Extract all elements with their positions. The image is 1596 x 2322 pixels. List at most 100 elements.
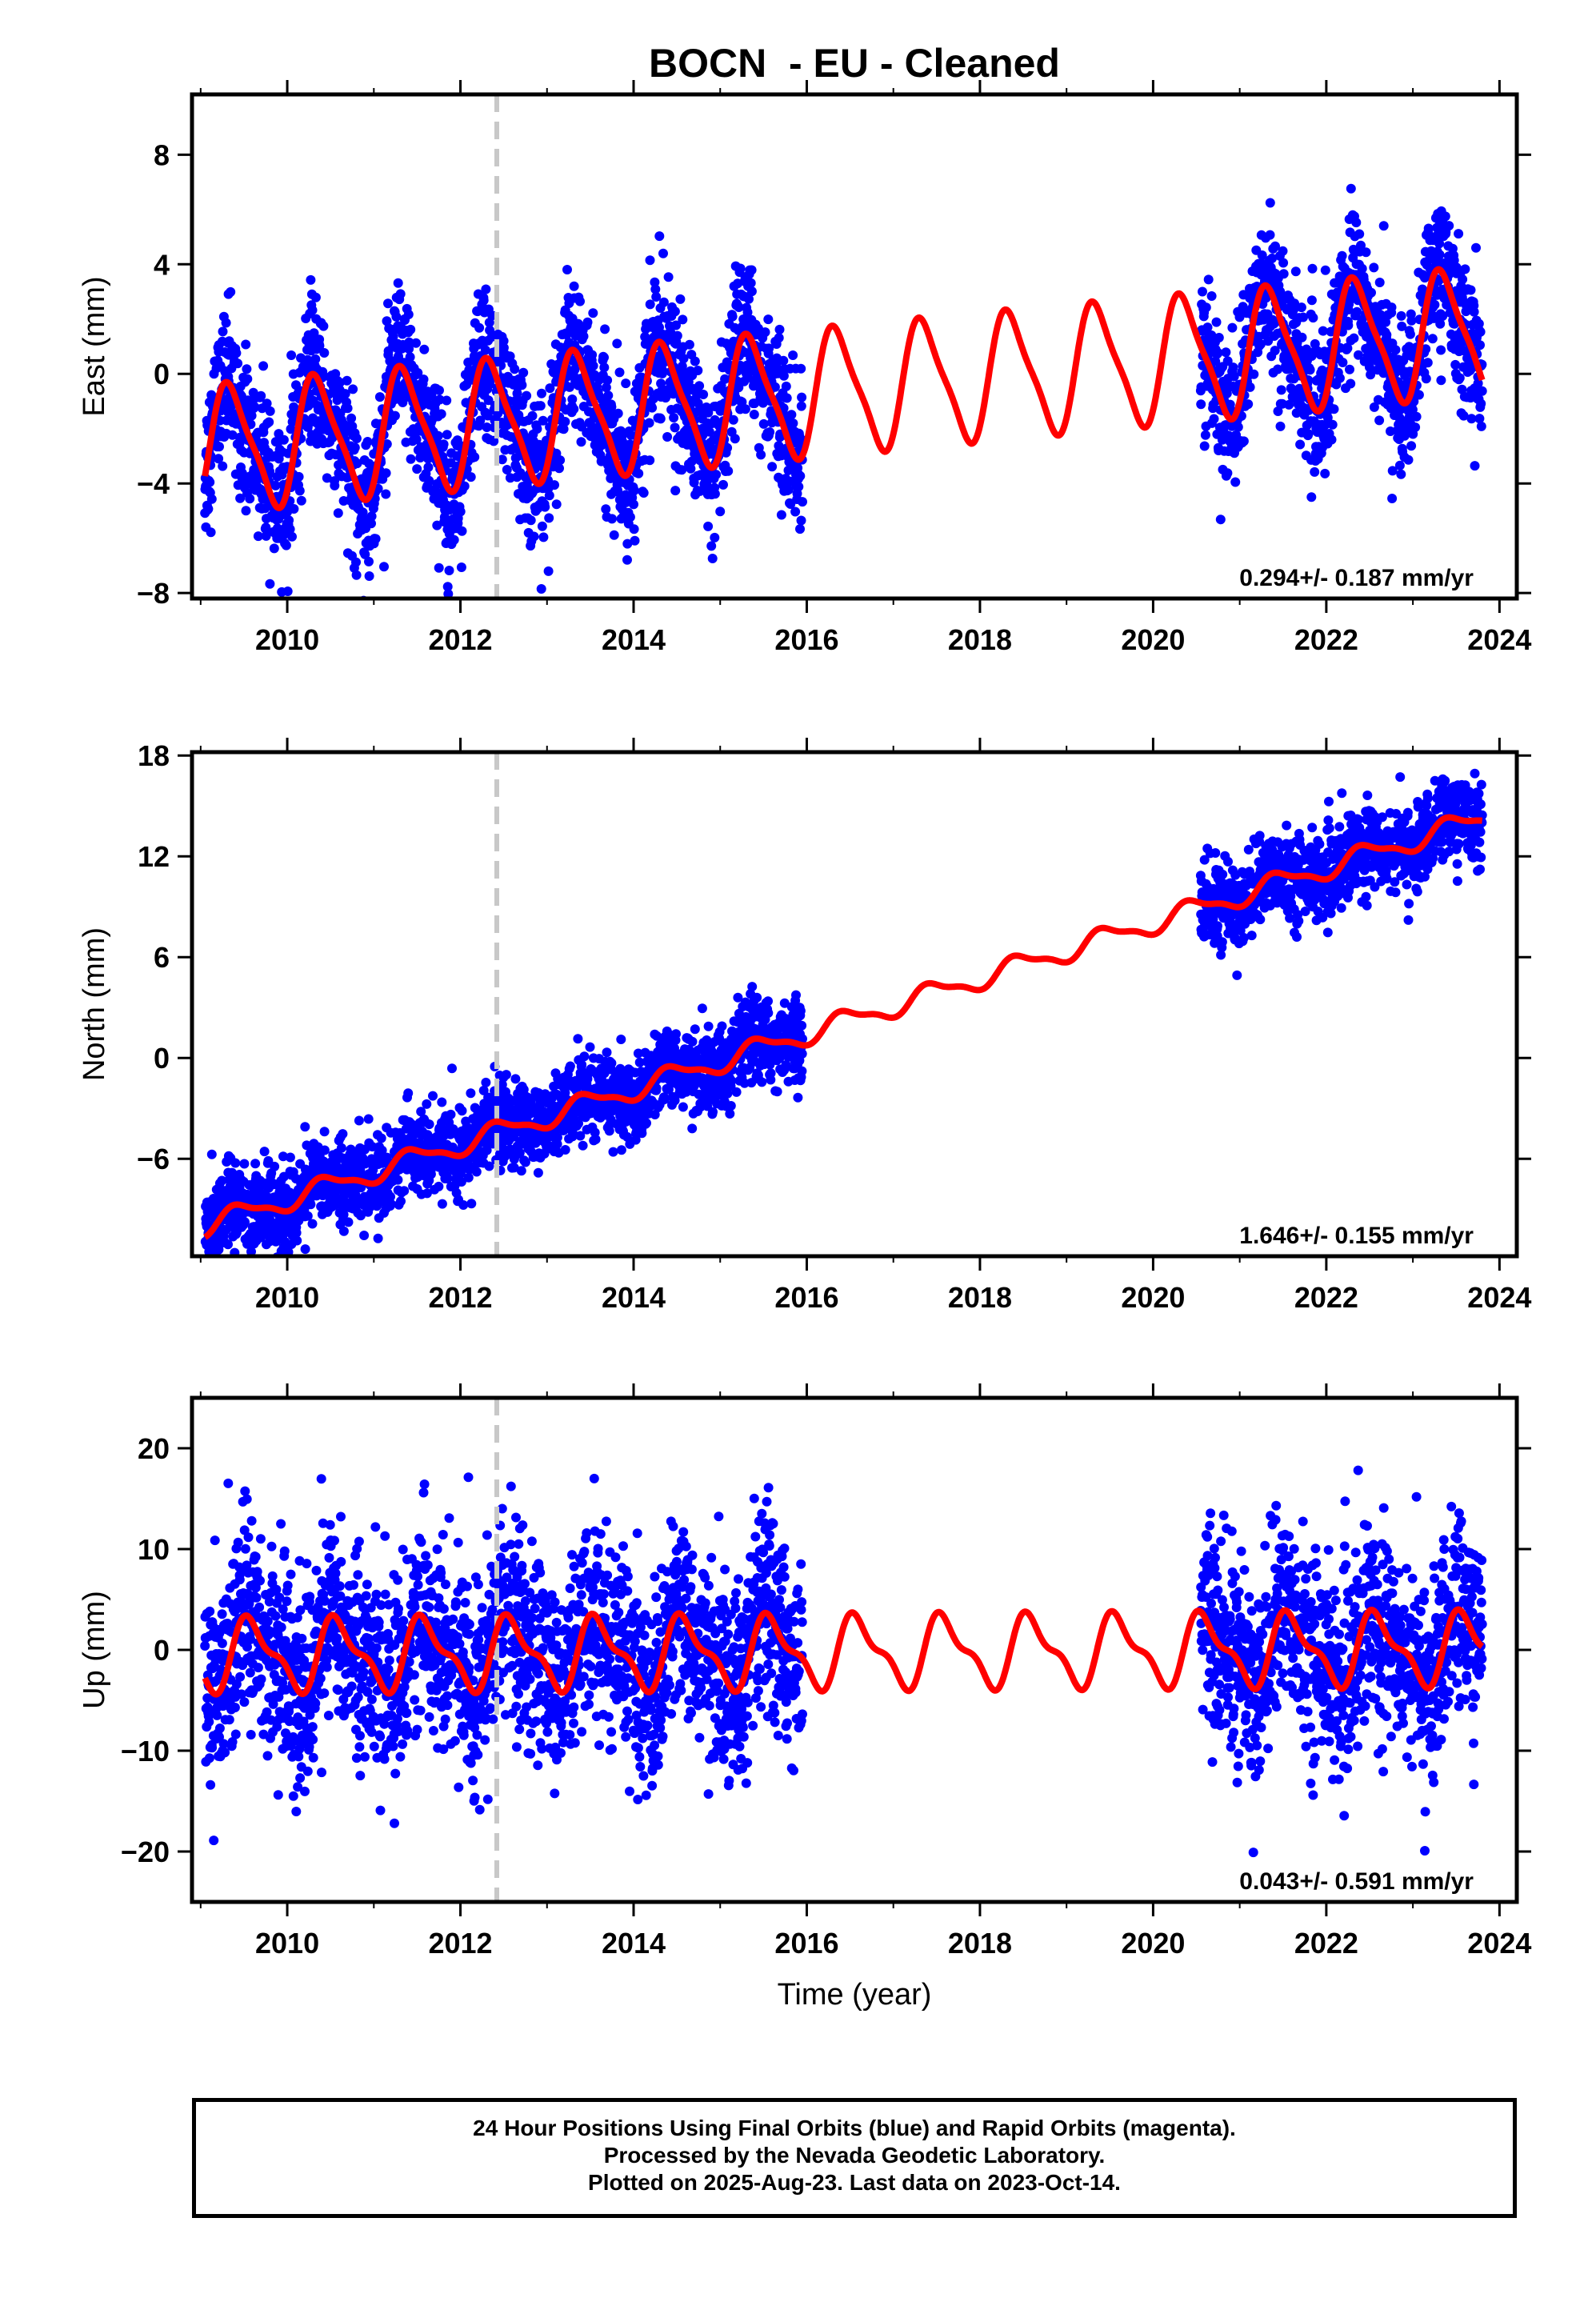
data-point [396, 1196, 406, 1207]
data-point [1275, 421, 1286, 431]
data-point [224, 350, 234, 360]
data-point [1406, 315, 1417, 326]
data-point [1196, 399, 1206, 410]
y-tick-label: 4 [154, 248, 170, 281]
data-point [790, 506, 801, 517]
data-point [786, 410, 797, 420]
data-point [1475, 340, 1485, 350]
data-point [764, 343, 774, 354]
data-point [1440, 211, 1450, 222]
data-point [555, 455, 566, 466]
data-point [704, 426, 714, 437]
data-point [1394, 460, 1405, 470]
data-point [314, 341, 325, 351]
data-point [537, 388, 546, 398]
data-point [1273, 406, 1283, 416]
data-point [756, 450, 766, 460]
data-point [672, 330, 682, 341]
data-point [292, 1235, 302, 1246]
data-point [1405, 329, 1415, 339]
data-point [310, 354, 321, 364]
data-point [447, 1063, 457, 1074]
data-point [1199, 441, 1210, 451]
data-point [670, 422, 680, 433]
data-point [1374, 278, 1385, 287]
y-tick-label: −4 [137, 467, 170, 500]
data-point [706, 541, 717, 551]
data-point [670, 306, 680, 317]
data-point [333, 508, 343, 518]
data-point [1469, 306, 1479, 317]
data-point [758, 418, 769, 429]
data-point [746, 286, 757, 297]
y-tick-label: 0 [154, 358, 170, 390]
data-point [330, 480, 340, 490]
data-point [797, 392, 807, 402]
data-point [497, 454, 507, 465]
y-axis-label: East (mm) [78, 276, 111, 416]
data-point [457, 526, 467, 536]
data-point [560, 1145, 570, 1155]
data-point [1230, 477, 1241, 487]
data-point [658, 366, 668, 376]
data-point [300, 1122, 310, 1132]
data-point [1411, 411, 1422, 422]
data-point [718, 479, 728, 490]
data-point [778, 355, 789, 366]
data-point [366, 518, 376, 529]
data-point [569, 404, 579, 414]
data-point [373, 1233, 383, 1243]
data-point [434, 1181, 444, 1191]
data-point [1457, 384, 1467, 394]
data-point [388, 331, 398, 342]
data-point [294, 486, 305, 496]
data-point [246, 410, 257, 421]
data-point [214, 454, 224, 464]
data-point [306, 1199, 316, 1210]
data-point [1290, 298, 1299, 309]
data-point [616, 1145, 626, 1155]
data-point [438, 439, 449, 450]
data-point [263, 1155, 274, 1166]
data-point [366, 511, 377, 522]
data-point [217, 1175, 227, 1186]
data-point [590, 1135, 601, 1144]
data-point [338, 1129, 348, 1139]
data-point [532, 424, 542, 434]
data-point [722, 442, 733, 453]
data-point [270, 480, 281, 490]
data-point [501, 1070, 511, 1080]
data-point [658, 297, 669, 307]
data-point [1436, 345, 1446, 355]
data-point [677, 465, 687, 475]
data-point [480, 345, 490, 355]
data-point [1306, 492, 1317, 502]
data-point [543, 566, 554, 576]
data-point [558, 424, 569, 434]
data-point [703, 407, 714, 418]
data-point [240, 1217, 250, 1227]
data-point [621, 378, 631, 389]
data-point [796, 401, 806, 411]
data-point [444, 566, 454, 575]
data-point [210, 1260, 220, 1270]
data-point [1326, 434, 1337, 445]
data-point [711, 470, 722, 480]
data-point [545, 383, 555, 394]
data-point [405, 352, 415, 362]
data-point [765, 427, 775, 437]
data-point [1378, 221, 1389, 231]
data-point [1397, 321, 1407, 331]
data-point [342, 403, 353, 414]
data-point [351, 434, 362, 443]
data-point [1390, 345, 1401, 355]
data-point [426, 1169, 436, 1179]
data-point [642, 1118, 651, 1128]
data-point [340, 389, 350, 399]
data-point [1322, 413, 1333, 422]
data-point [1327, 419, 1338, 430]
data-point [527, 410, 538, 421]
data-point [603, 390, 614, 401]
data-point [758, 398, 768, 408]
data-point [233, 358, 243, 369]
